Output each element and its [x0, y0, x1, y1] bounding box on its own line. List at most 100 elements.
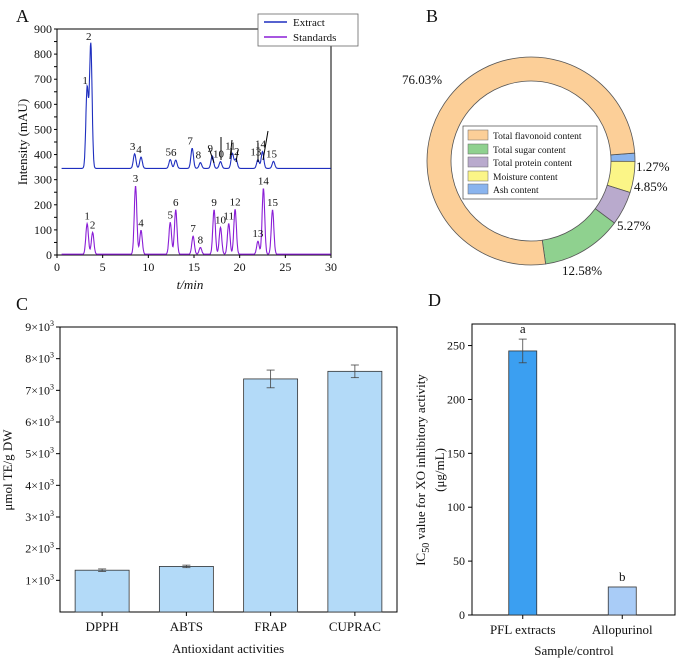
- peak-label-standards-8: 8: [198, 234, 204, 246]
- peak-label-extract-13: 13: [250, 147, 262, 159]
- peak-label-extract-4: 4: [136, 144, 142, 156]
- c-ytick-mantissa: 6×10: [25, 415, 50, 429]
- panel-c-antioxidant-bars: C 1×1032×1033×1034×1035×1036×1037×1038×1…: [0, 294, 398, 656]
- panel-c-frame: [59, 326, 398, 613]
- bar-dpph: [74, 569, 130, 613]
- c-ytick-label: 1×103: [25, 572, 54, 587]
- category-label-pfl-extracts: PFL extracts: [490, 622, 556, 637]
- donut-slice-total-flavonoid-content: [426, 56, 636, 266]
- peak-label-standards-13: 13: [252, 228, 264, 240]
- c-ytick-exponent: 3: [50, 351, 54, 360]
- category-label-abts: ABTS: [170, 619, 203, 634]
- legend-swatch-moisture: [467, 170, 489, 182]
- a-ytick-label: 600: [34, 97, 52, 111]
- legend-label-standards: Standards: [293, 32, 336, 44]
- panel-letter-d: D: [428, 290, 441, 310]
- peak-label-extract-12: 12: [229, 146, 240, 158]
- c-ytick-mantissa: 8×10: [25, 352, 50, 366]
- a-ytick-label: 0: [46, 248, 52, 262]
- panel-c-x-axis-title: Antioxidant activities: [172, 641, 284, 656]
- panel-b-donut: B 76.03% 12.58% 5.27% 4.85% 1.27% Total …: [402, 6, 670, 278]
- c-ytick-exponent: 3: [50, 477, 54, 486]
- legend-label-ash: Ash content: [493, 186, 539, 196]
- panel-b-legend: Total flavonoid content Total sugar cont…: [462, 125, 598, 200]
- peak-label-extract-14: 14: [255, 139, 267, 151]
- series-line-standards: [61, 186, 331, 255]
- d-ytick-label: 150: [447, 446, 465, 460]
- panel-d-y-axis-title-main: IC: [413, 553, 428, 566]
- donut-slice-total-sugar-content: [541, 208, 616, 265]
- peak-label-extract-11: 11: [225, 140, 236, 152]
- c-ytick-exponent: 3: [50, 414, 54, 423]
- a-xtick-label: 5: [100, 260, 106, 274]
- peak-label-standards-2: 2: [90, 219, 96, 231]
- bar-pfl-extracts: [508, 350, 538, 616]
- a-ytick-label: 700: [34, 72, 52, 86]
- d-ytick-label: 100: [447, 500, 465, 514]
- peak-label-standards-4: 4: [138, 217, 144, 229]
- legend-swatch-total-sugar: [467, 143, 489, 155]
- category-label-dpph: DPPH: [86, 619, 119, 634]
- peak-label-standards-15: 15: [267, 197, 279, 209]
- d-ytick-label: 0: [459, 608, 465, 622]
- arrow-peak-9: [208, 147, 215, 164]
- c-ytick-exponent: 3: [50, 572, 54, 581]
- c-ytick-label: 2×103: [25, 541, 54, 556]
- peak-label-extract-2: 2: [86, 31, 92, 43]
- peak-label-standards-3: 3: [133, 173, 139, 185]
- panel-d-bars: a PFL extracts b Allopurinol: [490, 321, 653, 637]
- c-ytick-label: 5×103: [25, 446, 54, 461]
- peak-label-extract-9: 9: [208, 143, 214, 155]
- panel-a-x-axis-title: t/min: [177, 277, 204, 292]
- bar-allopurinol: [607, 586, 637, 616]
- peak-label-extract-15: 15: [266, 148, 278, 160]
- a-xtick-label: 20: [234, 260, 246, 274]
- c-ytick-mantissa: 7×10: [25, 383, 50, 397]
- c-ytick-exponent: 3: [50, 446, 54, 455]
- pie-label-moisture: 4.85%: [634, 179, 668, 194]
- a-ytick-label: 200: [34, 198, 52, 212]
- panel-a-y-ticks: 0 100 200 300 400 500 600 700 800 900: [34, 22, 57, 262]
- significance-letter-allopurinol: b: [619, 569, 626, 584]
- panel-d-y-axis-unit: (μg/mL): [432, 448, 447, 492]
- panel-c-y-ticks: 1×1032×1033×1034×1035×1036×1037×1038×103…: [25, 319, 60, 587]
- panel-c-y-axis-title: μmol TE/g DW: [0, 429, 15, 511]
- panel-d-frame: [471, 323, 676, 616]
- series-line-extract: [61, 42, 331, 169]
- peak-label-standards-10: 10: [215, 214, 227, 226]
- legend-label-moisture: Moisture content: [493, 173, 558, 183]
- peak-label-standards-5: 5: [168, 209, 174, 221]
- a-ytick-label: 500: [34, 122, 52, 136]
- c-ytick-label: 7×103: [25, 382, 54, 397]
- c-ytick-label: 9×103: [25, 319, 54, 334]
- peak-label-extract-6: 6: [171, 147, 177, 159]
- legend-label-total-protein: Total protein content: [493, 159, 572, 169]
- c-ytick-exponent: 3: [50, 541, 54, 550]
- a-xtick-label: 10: [142, 260, 154, 274]
- significance-letter-pfl-extracts: a: [520, 321, 526, 336]
- d-ytick-label: 50: [453, 554, 465, 568]
- a-xtick-label: 0: [54, 260, 60, 274]
- legend-swatch-total-flavonoid: [467, 129, 489, 141]
- bar-frap: [243, 378, 299, 613]
- panel-d-x-axis-title: Sample/control: [534, 643, 614, 658]
- bar-cuprac: [327, 370, 383, 613]
- a-xtick-label: 15: [188, 260, 200, 274]
- pie-label-total-flavonoid: 76.03%: [402, 72, 442, 87]
- legend-label-total-sugar: Total sugar content: [493, 146, 566, 156]
- peak-label-extract-8: 8: [196, 150, 202, 162]
- panel-d-y-axis-title-rest: value for XO inhibitory activity: [413, 374, 428, 543]
- c-ytick-label: 4×103: [25, 477, 54, 492]
- category-label-cuprac: CUPRAC: [329, 619, 381, 634]
- peak-label-standards-14: 14: [258, 175, 270, 187]
- peak-label-extract-7: 7: [187, 135, 193, 147]
- a-xtick-label: 25: [279, 260, 291, 274]
- panel-a-y-axis-title: Intensity (mAU): [15, 99, 30, 185]
- panel-a-x-ticks: 0 5 10 15 20 25 30: [54, 255, 337, 274]
- d-ytick-label: 200: [447, 392, 465, 406]
- legend-label-total-flavonoid: Total flavonoid content: [493, 131, 582, 142]
- c-ytick-mantissa: 1×10: [25, 573, 50, 587]
- peak-label-extract-5: 5: [166, 147, 172, 159]
